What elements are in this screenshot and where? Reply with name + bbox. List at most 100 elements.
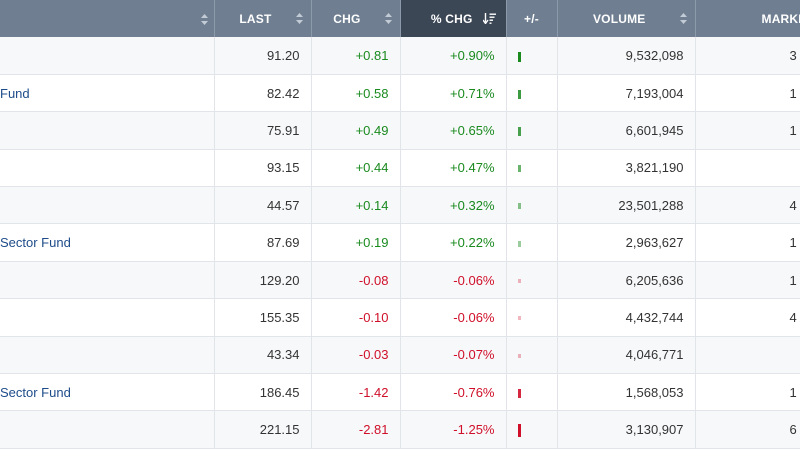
sort-descending-icon[interactable]	[482, 13, 496, 24]
sort-updown-icon[interactable]	[200, 13, 208, 25]
fund-name-link[interactable]	[0, 186, 215, 225]
market-cap-value: 6	[695, 410, 800, 449]
change-value: -0.10	[311, 298, 401, 337]
market-cap-value	[695, 149, 800, 188]
fund-name-link[interactable]: Sector Fund	[0, 373, 215, 412]
last-price: 186.45	[214, 373, 312, 412]
column-header-plus-minus-label: +/-	[524, 11, 539, 26]
column-header-market[interactable]: MARKE	[695, 0, 800, 37]
percent-change-value: +0.90%	[400, 37, 507, 75]
change-bar-cell	[506, 223, 558, 262]
change-value: -2.81	[311, 410, 401, 449]
fund-name-link[interactable]	[0, 336, 215, 375]
fund-name-link[interactable]	[0, 298, 215, 337]
volume-value: 9,532,098	[557, 37, 696, 75]
change-bar-cell	[506, 373, 558, 412]
change-value: +0.49	[311, 111, 401, 150]
column-header-pct-chg[interactable]: % CHG	[400, 0, 507, 37]
last-price: 155.35	[214, 298, 312, 337]
change-bar-cell	[506, 186, 558, 225]
column-header-last[interactable]: LAST	[214, 0, 312, 37]
change-bar-cell	[506, 336, 558, 375]
change-bar	[517, 127, 521, 137]
column-header-chg[interactable]: CHG	[311, 0, 401, 37]
volume-value: 3,130,907	[557, 410, 696, 449]
volume-value: 1,568,053	[557, 373, 696, 412]
last-price: 87.69	[214, 223, 312, 262]
change-value: +0.44	[311, 149, 401, 188]
change-value: -1.42	[311, 373, 401, 412]
change-bar-cell	[506, 298, 558, 337]
change-value: +0.19	[311, 223, 401, 262]
column-header-chg-label: CHG	[333, 11, 361, 26]
table-row[interactable]: Fund 82.42 +0.58 +0.71% 7,193,004 1	[0, 74, 800, 113]
change-bar	[517, 240, 521, 247]
column-header-volume-label: VOLUME	[592, 11, 646, 26]
change-bar	[517, 279, 521, 284]
last-price: 44.57	[214, 186, 312, 225]
fund-name-link[interactable]	[0, 37, 215, 75]
table-row[interactable]: 91.20 +0.81 +0.90% 9,532,098 3	[0, 37, 800, 75]
market-cap-value: 3	[695, 37, 800, 75]
last-price: 129.20	[214, 261, 312, 300]
fund-name-link[interactable]	[0, 149, 215, 188]
market-cap-value: 4	[695, 298, 800, 337]
last-price: 75.91	[214, 111, 312, 150]
table-row[interactable]: 44.57 +0.14 +0.32% 23,501,288 4	[0, 186, 800, 225]
last-price: 43.34	[214, 336, 312, 375]
column-header-last-label: LAST	[239, 11, 272, 26]
fund-name-link[interactable]: Fund	[0, 74, 215, 113]
last-price: 93.15	[214, 149, 312, 188]
change-bar	[517, 165, 521, 173]
change-bar-cell	[506, 74, 558, 113]
change-bar	[517, 203, 521, 210]
market-cap-value: 1	[695, 74, 800, 113]
volume-value: 3,821,190	[557, 149, 696, 188]
column-header-volume[interactable]: VOLUME	[557, 0, 696, 37]
last-price: 82.42	[214, 74, 312, 113]
last-price: 91.20	[214, 37, 312, 75]
table-row[interactable]: 129.20 -0.08 -0.06% 6,205,636 1	[0, 261, 800, 300]
market-cap-value: 1	[695, 261, 800, 300]
table-row[interactable]: Sector Fund 186.45 -1.42 -0.76% 1,568,053 1	[0, 373, 800, 412]
fund-name-link[interactable]: Sector Fund	[0, 223, 215, 262]
table-row[interactable]: 221.15 -2.81 -1.25% 3,130,907 6	[0, 410, 800, 449]
fund-name-link[interactable]	[0, 410, 215, 449]
column-header-symbol[interactable]	[0, 0, 215, 37]
volume-value: 2,963,627	[557, 223, 696, 262]
percent-change-value: -0.06%	[400, 261, 507, 300]
change-bar	[517, 51, 521, 62]
table-row[interactable]: 155.35 -0.10 -0.06% 4,432,744 4	[0, 298, 800, 337]
volume-value: 6,601,945	[557, 111, 696, 150]
change-bar-cell	[506, 111, 558, 150]
sort-updown-icon[interactable]	[384, 13, 392, 24]
change-bar	[517, 316, 521, 321]
volume-value: 23,501,288	[557, 186, 696, 225]
column-header-market-label: MARKE	[761, 11, 800, 26]
change-bar	[517, 388, 521, 398]
fund-name-link[interactable]	[0, 111, 215, 150]
sort-updown-icon[interactable]	[679, 13, 687, 24]
percent-change-value: -0.06%	[400, 298, 507, 337]
table-row[interactable]: 75.91 +0.49 +0.65% 6,601,945 1	[0, 111, 800, 150]
table-row[interactable]: 43.34 -0.03 -0.07% 4,046,771	[0, 336, 800, 375]
market-cap-value: 1	[695, 223, 800, 262]
fund-name-link[interactable]	[0, 261, 215, 300]
quote-table-body: 91.20 +0.81 +0.90% 9,532,098 3 Fund 82.42 +0.58…	[0, 37, 800, 449]
column-header-plus-minus[interactable]: +/-	[506, 0, 558, 37]
table-row[interactable]: 93.15 +0.44 +0.47% 3,821,190	[0, 149, 800, 188]
sort-updown-icon[interactable]	[295, 13, 303, 24]
percent-change-value: -0.07%	[400, 336, 507, 375]
last-price: 221.15	[214, 410, 312, 449]
percent-change-value: +0.71%	[400, 74, 507, 113]
market-cap-value: 4	[695, 186, 800, 225]
change-bar-cell	[506, 410, 558, 449]
change-bar-cell	[506, 261, 558, 300]
change-value: +0.58	[311, 74, 401, 113]
header-row: LAST CHG % CHG	[0, 0, 800, 37]
table-row[interactable]: Sector Fund 87.69 +0.19 +0.22% 2,963,627 1	[0, 223, 800, 262]
volume-value: 6,205,636	[557, 261, 696, 300]
change-value: -0.08	[311, 261, 401, 300]
